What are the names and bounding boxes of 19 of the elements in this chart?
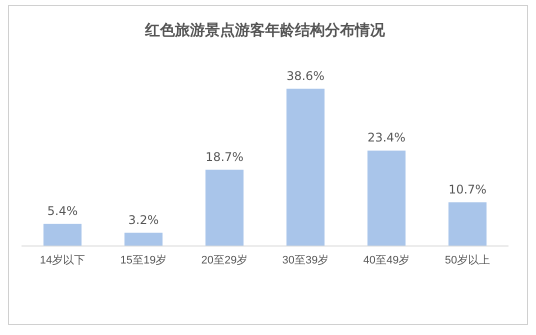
- bar: [205, 170, 244, 246]
- data-label: 23.4%: [367, 130, 406, 145]
- data-label: 3.2%: [128, 212, 159, 227]
- bar: [124, 232, 163, 246]
- data-label: 18.7%: [205, 150, 244, 164]
- x-tick-label: 30至39岁: [282, 254, 329, 266]
- x-tick-label: 20至29岁: [201, 254, 248, 266]
- bar: [286, 88, 325, 246]
- x-tick-label: 14岁以下: [40, 253, 86, 266]
- x-tick-label: 40至49岁: [363, 254, 410, 266]
- x-tick-label: 50岁以上: [444, 253, 490, 266]
- bar: [43, 224, 82, 246]
- chart-title: 红色旅游景点游客年龄结构分布情况: [144, 20, 386, 39]
- data-label: 38.6%: [286, 68, 325, 83]
- data-label: 10.7%: [448, 182, 487, 196]
- bar: [448, 202, 487, 246]
- data-label: 5.4%: [47, 204, 78, 218]
- x-tick-label: 15至19岁: [120, 254, 167, 266]
- bar: [367, 150, 406, 246]
